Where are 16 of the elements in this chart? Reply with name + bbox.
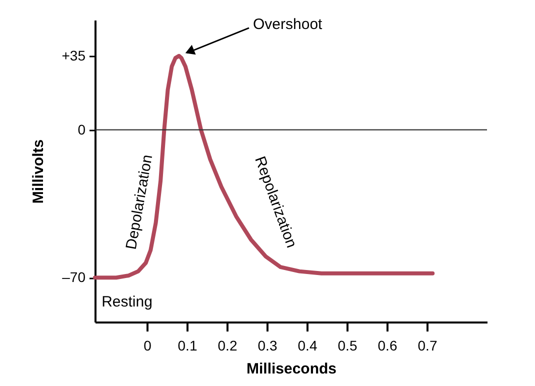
annotation: Resting xyxy=(102,294,152,311)
x-tick-label: 0.5 xyxy=(338,338,358,354)
x-tick-label: 0.1 xyxy=(178,338,198,354)
y-tick-label: 0 xyxy=(78,121,86,138)
x-tick-label: 0.6 xyxy=(378,338,398,354)
line-series xyxy=(93,54,435,280)
annotation: Overshoot xyxy=(253,16,324,33)
x-axis-title: Milliseconds xyxy=(246,360,337,378)
y-axis-title: Millivolts xyxy=(30,139,47,204)
y-tick-label: +35 xyxy=(62,47,86,64)
y-tick-label: –70 xyxy=(62,269,86,286)
x-tick-label: 0.2 xyxy=(218,338,238,354)
x-tick-label: 0.3 xyxy=(258,338,278,354)
x-tick-label: 0.4 xyxy=(298,338,318,354)
x-tick-label: 0.7 xyxy=(418,338,438,354)
x-tick-label: 0 xyxy=(144,338,152,354)
